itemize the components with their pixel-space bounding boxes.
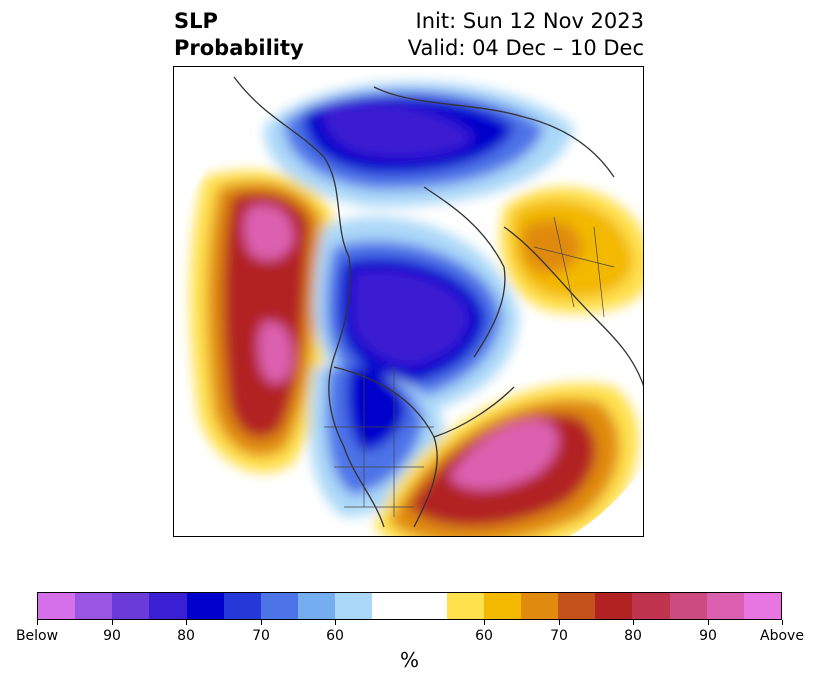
map-title: SLP Probability <box>174 8 304 62</box>
colorbar-below-7 <box>298 593 336 619</box>
colorbar-neutral <box>372 593 447 619</box>
colorbar-above-8 <box>743 593 782 619</box>
colorbar-tick-label: Above <box>760 628 804 644</box>
colorbar-below-6 <box>260 593 299 619</box>
colorbar-tick <box>782 620 783 625</box>
colorbar-tick-label: 70 <box>252 628 270 644</box>
colorbar-tick-label: 80 <box>177 628 195 644</box>
colorbar-below-8 <box>335 593 373 619</box>
colorbar-above-4 <box>595 593 633 619</box>
map-subtitle: Init: Sun 12 Nov 2023 Valid: 04 Dec – 10… <box>408 8 644 62</box>
colorbar-unit: % <box>399 648 419 672</box>
colorbar-tick <box>484 620 485 625</box>
title-variable: SLP <box>174 9 218 33</box>
colorbar-tick <box>112 620 113 625</box>
colorbar-tick <box>708 620 709 625</box>
anomaly-pacific-mid <box>223 192 310 438</box>
colorbar-tick-label: Below <box>15 628 59 644</box>
map-panel <box>173 66 644 537</box>
colorbar-above-1 <box>483 593 522 619</box>
colorbar-tick <box>633 620 634 625</box>
anomaly-pacific-strong-south <box>258 321 293 384</box>
colorbar-above-2 <box>521 593 559 619</box>
colorbar-tick-label: 60 <box>326 628 344 644</box>
colorbar-below-3 <box>149 593 187 619</box>
colorbar-tick-label: 70 <box>550 628 568 644</box>
colorbar <box>37 592 782 620</box>
colorbar-above-0 <box>446 593 484 619</box>
anomaly-arctic-strong <box>352 269 470 367</box>
title-type: Probability <box>174 36 304 60</box>
anomaly-europe-mid <box>521 219 582 274</box>
valid-range: Valid: 04 Dec – 10 Dec <box>407 36 644 60</box>
colorbar-below-2 <box>112 593 150 619</box>
colorbar-ticks: Below 90 80 70 60 60 70 80 90 Above <box>0 620 819 650</box>
colorbar-tick-label: 90 <box>103 628 121 644</box>
anomaly-eurasia-strong <box>323 102 474 158</box>
colorbar-above-6 <box>669 593 707 619</box>
coastlines <box>233 76 643 528</box>
colorbar-below-5 <box>223 593 261 619</box>
colorbar-above-5 <box>632 593 670 619</box>
colorbar-tick-label: 90 <box>699 628 717 644</box>
colorbar-tick <box>37 620 38 625</box>
colorbar-tick <box>335 620 336 625</box>
anomaly-pacific-strong-north <box>243 204 294 261</box>
colorbar-below-4 <box>186 593 224 619</box>
colorbar-above-7 <box>706 593 744 619</box>
colorbar-above-3 <box>558 593 596 619</box>
borders <box>324 216 615 517</box>
colorbar-tick-label: 60 <box>475 628 493 644</box>
colorbar-below-0 <box>38 593 76 619</box>
colorbar-tick <box>261 620 262 625</box>
colorbar-tick <box>186 620 187 625</box>
colorbar-tick-label: 80 <box>624 628 642 644</box>
slp-probability-map <box>190 76 643 536</box>
anomaly-atlantic-strong <box>449 419 559 490</box>
colorbar-tick <box>559 620 560 625</box>
init-date: Init: Sun 12 Nov 2023 <box>415 9 644 33</box>
anomaly-namerica-mid <box>347 367 406 452</box>
colorbar-below-1 <box>75 593 113 619</box>
